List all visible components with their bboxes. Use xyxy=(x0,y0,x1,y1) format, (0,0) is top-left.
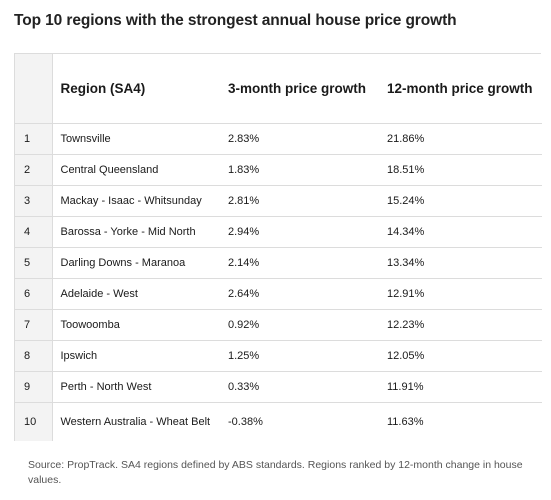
row-rank: 6 xyxy=(15,278,53,310)
table-row: 7 Toowoomba 0.92% 12.23% xyxy=(15,309,542,341)
row-region: Mackay - Isaac - Whitsunday xyxy=(52,185,220,217)
table-row: 10 Western Australia - Wheat Belt -0.38%… xyxy=(15,402,542,441)
row-twelve-month: 21.86% xyxy=(379,123,542,155)
row-three-month: 1.25% xyxy=(220,340,379,372)
row-twelve-month: 11.91% xyxy=(379,371,542,403)
table-row: 2 Central Queensland 1.83% 18.51% xyxy=(15,154,542,186)
table-row: 8 Ipswich 1.25% 12.05% xyxy=(15,340,542,372)
row-region: Perth - North West xyxy=(52,371,220,403)
row-three-month: 2.81% xyxy=(220,185,379,217)
row-twelve-month: 18.51% xyxy=(379,154,542,186)
data-table-container: Region (SA4) 3-month price growth 12-mon… xyxy=(14,53,542,441)
row-twelve-month: 11.63% xyxy=(379,402,542,441)
row-rank: 9 xyxy=(15,371,53,403)
row-region: Toowoomba xyxy=(52,309,220,341)
table-header-row: Region (SA4) 3-month price growth 12-mon… xyxy=(15,54,542,124)
row-three-month: 1.83% xyxy=(220,154,379,186)
table-row: 3 Mackay - Isaac - Whitsunday 2.81% 15.2… xyxy=(15,185,542,217)
table-row: 1 Townsville 2.83% 21.86% xyxy=(15,123,542,155)
header-three-month: 3-month price growth xyxy=(220,54,379,124)
row-rank: 5 xyxy=(15,247,53,279)
row-three-month: 2.14% xyxy=(220,247,379,279)
row-region: Adelaide - West xyxy=(52,278,220,310)
row-three-month: 2.94% xyxy=(220,216,379,248)
row-region: Western Australia - Wheat Belt xyxy=(52,402,220,441)
row-three-month: 2.83% xyxy=(220,123,379,155)
row-three-month: -0.38% xyxy=(220,402,379,441)
table-row: 6 Adelaide - West 2.64% 12.91% xyxy=(15,278,542,310)
header-rank xyxy=(15,54,53,124)
row-rank: 2 xyxy=(15,154,53,186)
row-three-month: 0.92% xyxy=(220,309,379,341)
regions-table: Region (SA4) 3-month price growth 12-mon… xyxy=(15,54,542,441)
row-region: Ipswich xyxy=(52,340,220,372)
row-rank: 4 xyxy=(15,216,53,248)
row-twelve-month: 15.24% xyxy=(379,185,542,217)
row-three-month: 0.33% xyxy=(220,371,379,403)
row-twelve-month: 13.34% xyxy=(379,247,542,279)
table-title: Top 10 regions with the strongest annual… xyxy=(14,12,457,29)
table-row: 9 Perth - North West 0.33% 11.91% xyxy=(15,371,542,403)
header-twelve-month: 12-month price growth xyxy=(379,54,542,124)
row-twelve-month: 12.91% xyxy=(379,278,542,310)
row-twelve-month: 14.34% xyxy=(379,216,542,248)
header-region: Region (SA4) xyxy=(52,54,220,124)
row-twelve-month: 12.23% xyxy=(379,309,542,341)
row-region: Barossa - Yorke - Mid North xyxy=(52,216,220,248)
row-region: Darling Downs - Maranoa xyxy=(52,247,220,279)
source-note: Source: PropTrack. SA4 regions defined b… xyxy=(28,459,523,486)
row-rank: 1 xyxy=(15,123,53,155)
row-twelve-month: 12.05% xyxy=(379,340,542,372)
row-rank: 3 xyxy=(15,185,53,217)
row-rank: 7 xyxy=(15,309,53,341)
row-three-month: 2.64% xyxy=(220,278,379,310)
row-rank: 8 xyxy=(15,340,53,372)
table-row: 5 Darling Downs - Maranoa 2.14% 13.34% xyxy=(15,247,542,279)
row-region: Townsville xyxy=(52,123,220,155)
row-region: Central Queensland xyxy=(52,154,220,186)
row-rank: 10 xyxy=(15,402,53,441)
table-row: 4 Barossa - Yorke - Mid North 2.94% 14.3… xyxy=(15,216,542,248)
